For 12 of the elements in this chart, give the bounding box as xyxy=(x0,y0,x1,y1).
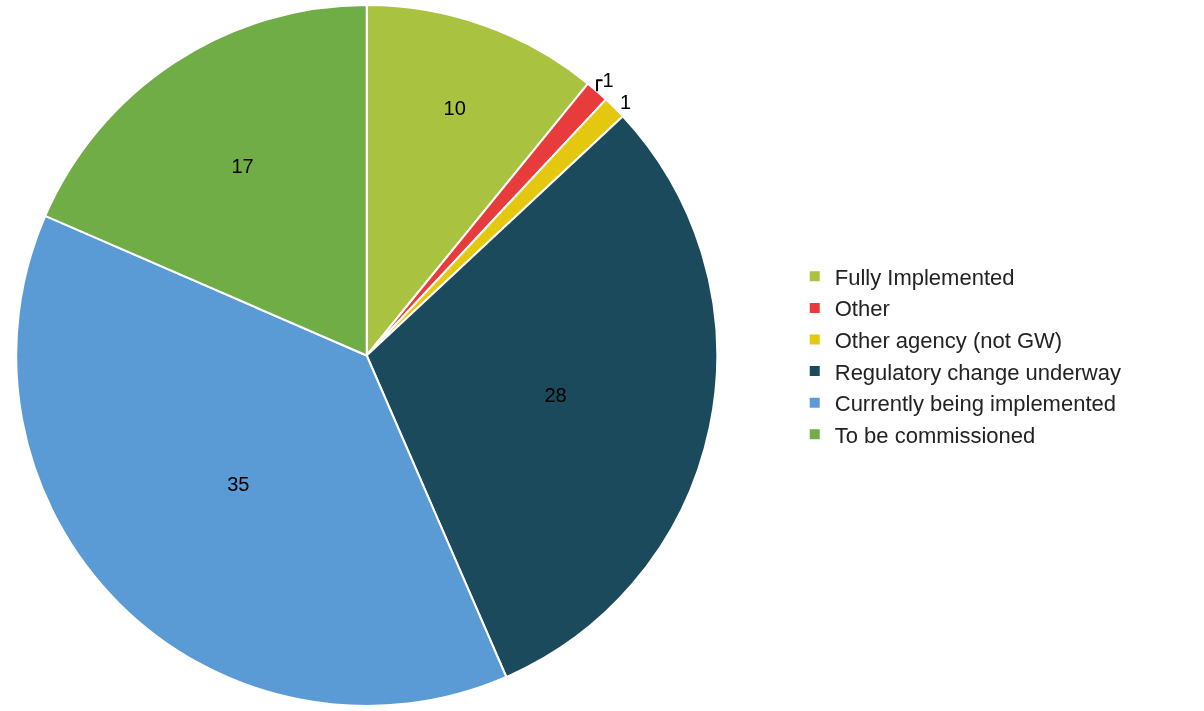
data-label: 1 xyxy=(620,91,632,114)
data-label: 1 xyxy=(602,69,614,92)
data-label: 10 xyxy=(443,97,466,120)
legend-label: Regulatory change underway xyxy=(834,359,1121,385)
legend-label: Fully Implemented xyxy=(834,264,1015,290)
legend-label: Other agency (not GW) xyxy=(834,328,1063,354)
data-label: 17 xyxy=(231,155,254,178)
legend-label: Other xyxy=(834,296,890,322)
legend-label: To be commissioned xyxy=(834,422,1036,448)
legend-label: Currently being implemented xyxy=(834,391,1117,417)
data-label: 28 xyxy=(544,383,567,406)
data-label: 35 xyxy=(227,472,250,495)
